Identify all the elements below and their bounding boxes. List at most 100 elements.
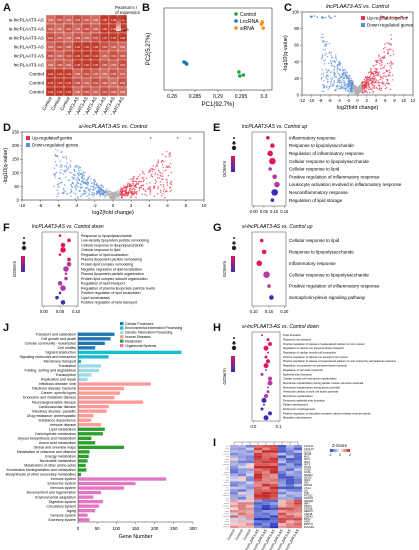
volcano-point [70,172,72,174]
volcano-point [153,168,155,171]
kegg-bar [78,341,105,345]
volcano-point [105,191,108,193]
kegg-bar [78,518,90,522]
zscore-cell [294,455,302,458]
zscore-cell [278,523,286,526]
volcano-point [168,152,171,155]
volcano-point [375,86,378,89]
volcano-point [149,193,151,196]
volcano-point [375,81,377,84]
volcano-point [329,71,332,74]
zscore-cell [230,489,238,492]
zscore-legend-tick: 2 [349,453,351,457]
zscore-cell [270,520,278,523]
volcano-point [343,82,345,84]
kegg-bar-label: Digestive system [49,500,76,504]
y-tick-label: 40 [294,59,299,64]
zscore-cell [278,473,286,477]
volcano-point [368,79,370,81]
volcano-point [338,68,340,70]
go-term-label: Protein-lipid complex remodeling [81,262,133,266]
heatmap-col-label: Control [50,96,62,111]
x-tick-label: 0.00 [40,309,49,314]
zscore-cell [294,460,302,464]
y-axis-label: GOterm [222,261,227,278]
volcano-point [102,186,104,188]
zscore-cell [278,460,286,464]
volcano-point [358,85,360,88]
zscore-cell [254,489,262,492]
kegg-bar [78,377,88,382]
volcano-point [382,75,384,77]
volcano-point [95,187,97,189]
volcano-point [124,187,126,189]
zscore-cell [262,484,270,487]
go-term-label: Embryonic epithelial tube formation [283,398,325,402]
volcano-point [168,155,171,158]
zscore-cell [294,481,302,484]
volcano-point [380,68,382,70]
kegg-bar-label: Cellular community - eukaryotes [25,341,77,345]
volcano-point [69,165,71,167]
volcano-point [76,165,78,167]
volcano-point [378,55,380,58]
zscore-cell [230,510,238,513]
x-tick-label: -4 [337,98,341,103]
zscore-cell [246,476,254,479]
heatmap-cell-value: 0.83 [57,54,63,58]
volcano-point [343,79,345,82]
zscore-cell [270,517,278,521]
volcano-point [347,87,349,89]
volcano-point [163,170,165,172]
zscore-cell [230,455,238,458]
go-dot [267,351,269,354]
volcano-point [321,77,323,79]
volcano-point [131,191,133,193]
kegg-bar-label: Signaling molecules and interaction [19,355,76,359]
volcano-point [104,191,106,194]
volcano-point [70,188,72,191]
heatmap-legend-min: 0.5 [123,27,129,32]
volcano-point [365,77,367,79]
volcano-point [326,74,328,76]
volcano-point [159,181,162,183]
zscore-cell [262,486,270,490]
y-tick-label: 100 [12,170,20,175]
volcano-point [53,173,55,176]
heatmap-cell-value: 1.00 [75,45,81,49]
gene-label: CXCL11 [304,444,314,448]
zscore-cell [230,484,238,487]
volcano-point [123,194,126,197]
volcano-point [337,61,340,64]
zscore-cell [286,465,294,469]
volcano-point [321,84,324,86]
zscore-cell [278,468,286,471]
zscore-cell [230,476,238,479]
volcano-plot-c: lncPLAAT3-AS vs. Control-12 -10 -8 -6 -4 -2 0 2… [283,4,416,111]
volcano-point [55,164,58,167]
volcano-point [336,87,339,89]
volcano-point [65,169,68,171]
volcano-point [67,136,69,139]
volcano-point [86,178,88,181]
volcano-point [386,42,388,44]
volcano-point [157,173,159,176]
kegg-bar-label: Energy metabolism [45,455,76,459]
heatmap-row-label: Control [29,81,44,86]
zscore-cell [254,450,262,453]
volcano-point [350,89,352,91]
volcano-point [379,75,382,77]
volcano-point [323,84,325,86]
volcano-point [110,190,112,193]
go-dot [58,291,62,295]
volcano-point [338,60,341,63]
go-dot [60,285,66,291]
kegg-bar [78,400,144,404]
go-term-label: Embryonic morphogenesis [283,407,315,411]
volcano-point [371,83,373,85]
zscore-cell [230,504,238,508]
zscore-cell [262,468,270,471]
volcano-point [333,74,335,77]
volcano-point [95,183,97,186]
volcano-point [366,84,369,87]
